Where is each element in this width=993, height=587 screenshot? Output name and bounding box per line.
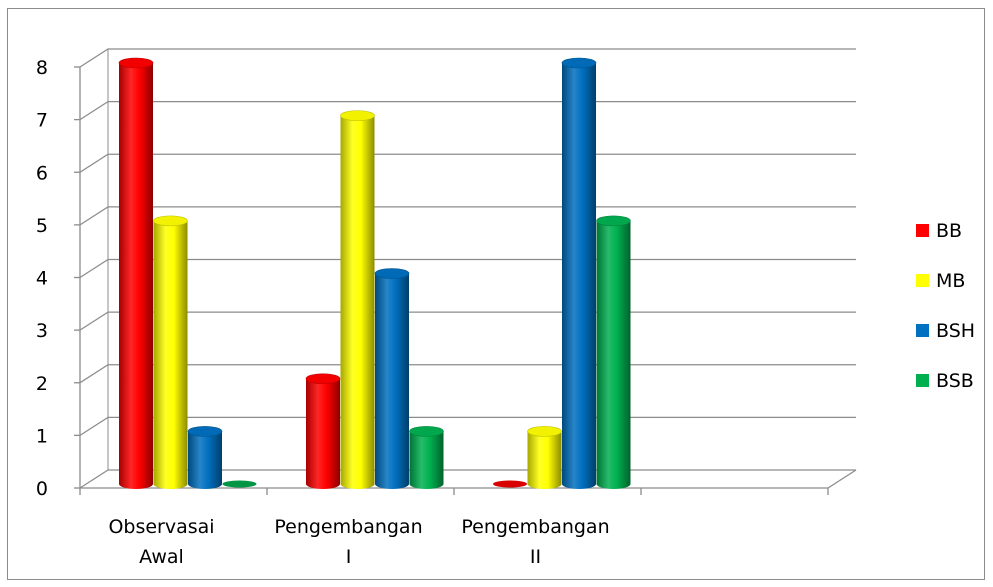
bar-body bbox=[340, 115, 375, 489]
bar-mb-1 bbox=[340, 110, 375, 489]
gridline bbox=[79, 100, 856, 121]
bar-top bbox=[527, 426, 562, 437]
bar-bb-0 bbox=[118, 57, 154, 489]
x-axis: Observasai Awal Pengembangan I Pengembangan I… bbox=[108, 516, 609, 568]
legend-swatch-mb bbox=[916, 274, 929, 287]
y-tick-label: 7 bbox=[36, 110, 48, 132]
y-tick-label: 5 bbox=[36, 215, 48, 237]
x-category-label: Observasai bbox=[108, 516, 214, 538]
gridline bbox=[79, 48, 856, 68]
chart-frame bbox=[7, 8, 985, 580]
y-axis: 0 1 2 3 4 5 6 7 8 bbox=[36, 57, 829, 500]
bar-body bbox=[119, 63, 153, 489]
gridline bbox=[79, 153, 856, 173]
legend-swatch-bsh bbox=[916, 324, 929, 337]
x-category-label: II bbox=[530, 546, 541, 568]
bar-body bbox=[409, 431, 444, 489]
y-tick-label: 3 bbox=[36, 320, 48, 342]
bar-body bbox=[527, 431, 562, 489]
bar-top bbox=[561, 57, 597, 69]
chart-walls bbox=[79, 49, 857, 489]
bar-body bbox=[306, 378, 340, 489]
bar-bsb-0 bbox=[222, 480, 257, 488]
x-category-label: I bbox=[346, 546, 352, 568]
bar-top bbox=[409, 426, 444, 437]
bar-zero-disc bbox=[493, 480, 527, 488]
bar-top bbox=[118, 57, 154, 69]
bar-bsb-1 bbox=[409, 426, 444, 489]
bar-mb-2 bbox=[527, 426, 562, 489]
gridline bbox=[79, 258, 856, 279]
bar-bb-2 bbox=[493, 480, 527, 488]
x-category-label: Awal bbox=[139, 546, 184, 568]
bar-body bbox=[375, 273, 409, 489]
y-tick-label: 8 bbox=[36, 57, 48, 79]
x-category-label: Pengembangan bbox=[274, 516, 422, 538]
legend: BB MB BSH BSB bbox=[916, 220, 975, 392]
bar-top bbox=[374, 268, 410, 279]
bar-bsb-2 bbox=[596, 215, 631, 489]
legend-label-mb: MB bbox=[936, 270, 965, 292]
bar-body bbox=[596, 220, 631, 489]
gridlines bbox=[79, 48, 856, 436]
legend-label-bsb: BSB bbox=[936, 370, 974, 392]
bars bbox=[118, 57, 631, 489]
bar-top bbox=[340, 110, 375, 121]
bar-top bbox=[305, 373, 341, 385]
bar-bsh-0 bbox=[187, 426, 223, 489]
y-tick-label: 0 bbox=[36, 478, 48, 500]
legend-label-bsh: BSH bbox=[936, 320, 975, 342]
y-tick-label: 4 bbox=[36, 268, 48, 290]
x-category-label: Pengembangan bbox=[461, 516, 609, 538]
gridline bbox=[79, 364, 856, 384]
bar-top bbox=[596, 215, 631, 227]
gridline bbox=[79, 206, 856, 226]
bar-bsh-2 bbox=[561, 57, 597, 489]
bar-bsh-1 bbox=[374, 268, 410, 489]
bar-zero-disc bbox=[222, 480, 257, 488]
legend-swatch-bsb bbox=[916, 374, 929, 387]
y-tick-label: 2 bbox=[36, 373, 48, 395]
bar-body bbox=[188, 431, 222, 489]
y-tick-label: 1 bbox=[36, 425, 48, 447]
bar-top bbox=[153, 215, 188, 227]
bar-top bbox=[187, 426, 223, 437]
bar-bb-1 bbox=[305, 373, 341, 489]
legend-swatch-bb bbox=[916, 224, 929, 237]
gridline bbox=[79, 311, 856, 331]
bar-body bbox=[562, 63, 596, 489]
bar-body bbox=[153, 220, 188, 489]
bar-mb-0 bbox=[153, 215, 188, 489]
y-tick-label: 6 bbox=[36, 162, 48, 184]
legend-label-bb: BB bbox=[936, 220, 962, 242]
